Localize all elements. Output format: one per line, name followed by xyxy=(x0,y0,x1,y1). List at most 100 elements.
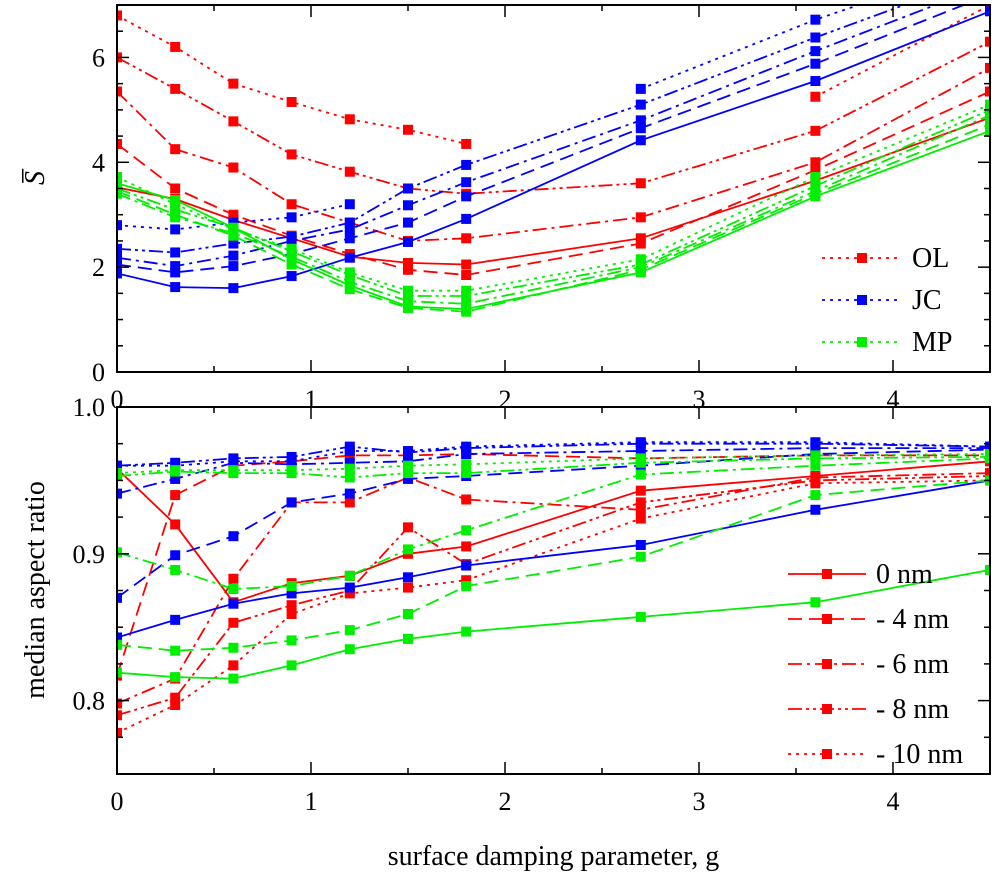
data-point-ol-6nmnm xyxy=(635,212,646,223)
data-point-mp-0nmnm xyxy=(170,672,181,683)
data-point-mp-6nmnm xyxy=(228,584,239,595)
data-point-ol-10nmnm xyxy=(810,478,821,489)
data-point-jc-4nmnm xyxy=(403,217,413,228)
series-group xyxy=(117,437,990,738)
legend-label-dashdotdot: - 8 nm xyxy=(876,694,949,725)
data-point-jc-10nmnm xyxy=(170,224,181,235)
data-point-jc-0nmnm xyxy=(461,213,472,224)
data-point-jc-8nmnm xyxy=(117,243,122,254)
data-point-ol-6nmnm xyxy=(461,233,472,244)
series-line-jc-6nmnm xyxy=(117,447,990,495)
data-point-ol-8nmnm xyxy=(403,522,413,533)
data-point-jc-8nmnm xyxy=(635,99,646,110)
x-tick-label: 4 xyxy=(887,787,900,816)
data-point-mp-4nmnm xyxy=(461,581,472,592)
data-point-jc-4nmnm xyxy=(286,497,297,508)
data-point-mp-0nmnm xyxy=(117,667,122,678)
data-point-jc-10nmnm xyxy=(228,217,239,228)
data-point-mp-6nmnm xyxy=(286,581,297,592)
data-point-mp-10nmnm xyxy=(985,99,990,110)
data-point-ol-4nmnm xyxy=(117,138,122,149)
bottom-panel: 0 1 2 3 4 0.8 0.9 1.0 median aspect ratio surface… xyxy=(20,393,991,872)
data-point-jc-8nmnm xyxy=(344,217,355,228)
data-point-jc-4nmnm xyxy=(635,123,646,134)
data-point-mp-10nmnm xyxy=(286,243,297,254)
data-point-mp-0nmnm xyxy=(228,673,239,684)
series-line-ol-10nmnm xyxy=(117,479,990,734)
series-line-mp-4nmnm xyxy=(117,123,990,313)
data-point-ol-0nmnm xyxy=(461,541,472,552)
data-point-mp-4nmnm xyxy=(286,635,297,646)
data-point-jc-10nmnm xyxy=(344,446,355,457)
y-tick-label: 1.0 xyxy=(73,393,106,422)
series-line-jc-8nmnm xyxy=(117,5,907,254)
data-point-mp-8nmnm xyxy=(461,290,472,301)
data-point-ol-8nmnm xyxy=(228,116,239,127)
data-point-ol-4nmnm xyxy=(170,183,181,194)
data-point-jc-10nmnm xyxy=(403,446,413,457)
data-point-jc-10nmnm xyxy=(635,437,646,448)
data-point-jc-0nmnm xyxy=(635,135,646,146)
data-point-mp-0nmnm xyxy=(810,597,821,608)
data-point-jc-4nmnm xyxy=(170,550,181,561)
series-line-mp-4nmnm xyxy=(117,479,990,652)
data-point-ol-8nmnm xyxy=(286,149,297,160)
data-point-jc-6nmnm xyxy=(170,473,181,484)
data-point-mp-8nmnm xyxy=(461,468,472,479)
series-line-jc-10nmnm xyxy=(117,5,862,231)
data-point-mp-0nmnm xyxy=(403,633,413,644)
x-tick-label: 0 xyxy=(111,787,124,816)
data-point-mp-6nmnm xyxy=(170,212,181,223)
data-point-mp-10nmnm xyxy=(228,224,239,235)
data-point-mp-6nmnm xyxy=(810,186,821,197)
data-point-ol-6nmnm xyxy=(810,157,821,168)
data-point-ol-8nmnm xyxy=(117,710,122,721)
legend-bottom: 0 nm - 4 nm - 6 nm - 8 nm - 10 nm xyxy=(788,559,963,770)
data-point-ol-0nmnm xyxy=(170,519,181,530)
data-point-jc-0nmnm xyxy=(286,271,297,282)
series-line-ol-10nmnm xyxy=(117,5,990,145)
data-point-mp-4nmnm xyxy=(461,306,472,317)
data-point-ol-6nmnm xyxy=(170,144,181,155)
data-point-jc-0nmnm xyxy=(985,6,990,17)
data-point-mp-10nmnm xyxy=(117,171,122,182)
data-point-jc-8nmnm xyxy=(228,238,239,249)
data-point-jc-4nmnm xyxy=(228,531,239,542)
series-line-jc-0nmnm xyxy=(117,479,990,639)
data-point-jc-4nmnm xyxy=(461,191,472,202)
data-point-jc-8nmnm xyxy=(461,159,472,170)
data-point-ol-4nmnm xyxy=(461,270,472,281)
data-point-jc-8nmnm xyxy=(286,231,297,242)
data-point-jc-6nmnm xyxy=(810,46,821,57)
data-point-ol-0nmnm xyxy=(461,259,472,270)
series-line-jc-4nmnm xyxy=(117,5,966,274)
x-axis-label: surface damping parameter, g xyxy=(388,841,720,872)
data-point-mp-0nmnm xyxy=(286,660,297,671)
data-point-jc-6nmnm xyxy=(170,261,181,272)
series-line-ol-8nmnm xyxy=(117,475,990,717)
data-point-ol-10nmnm xyxy=(635,513,646,524)
data-point-mp-4nmnm xyxy=(635,551,646,562)
data-point-mp-4nmnm xyxy=(170,645,181,656)
data-point-jc-0nmnm xyxy=(635,539,646,550)
data-point-mp-0nmnm xyxy=(635,611,646,622)
data-point-ol-4nmnm xyxy=(228,209,239,220)
series-line-mp-10nmnm xyxy=(117,103,990,292)
legend-marker-mp xyxy=(857,337,867,347)
data-point-mp-4nmnm xyxy=(117,639,122,650)
data-point-mp-10nmnm xyxy=(403,460,413,471)
data-point-jc-6nmnm xyxy=(344,457,355,468)
series-line-mp-8nmnm xyxy=(117,109,990,297)
data-point-jc-0nmnm xyxy=(170,282,181,293)
data-point-jc-4nmnm xyxy=(810,58,821,69)
data-point-mp-4nmnm xyxy=(403,303,413,314)
legend-label-dotted: - 10 nm xyxy=(876,739,963,770)
data-point-mp-10nmnm xyxy=(344,267,355,278)
series-line-ol-6nmnm xyxy=(117,67,990,242)
data-point-ol-4nmnm xyxy=(403,264,413,275)
legend-label-dashed: - 4 nm xyxy=(876,604,949,635)
y-tick-label: 0.9 xyxy=(73,540,106,569)
plot-frame xyxy=(116,406,991,775)
data-point-jc-0nmnm xyxy=(403,236,413,247)
data-point-ol-10nmnm xyxy=(461,138,472,149)
